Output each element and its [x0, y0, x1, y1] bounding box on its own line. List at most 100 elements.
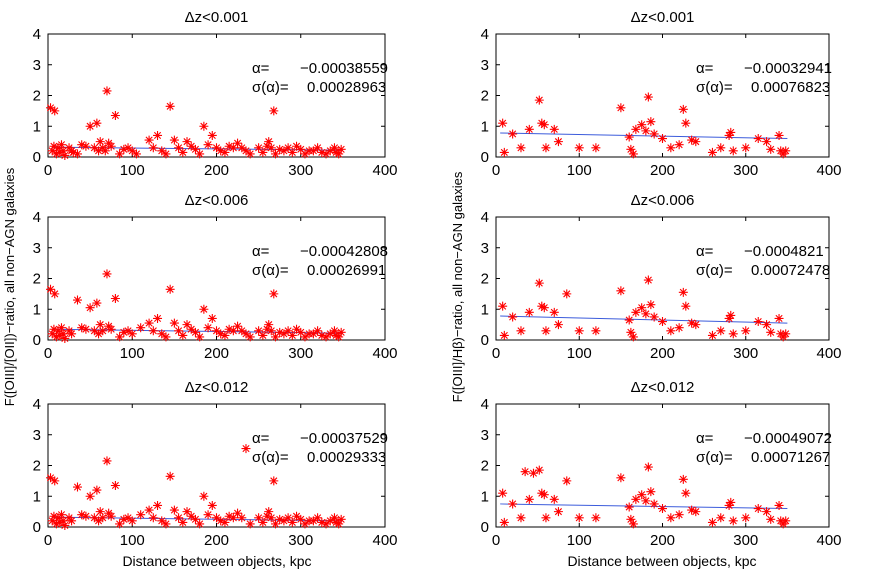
data-point: [539, 490, 549, 500]
data-point: [53, 326, 63, 336]
data-point: [270, 519, 280, 529]
data-point: [92, 485, 102, 495]
data-point: [774, 500, 784, 510]
data-point: [77, 323, 87, 333]
x-tick-label: 100: [120, 162, 145, 179]
data-point: [127, 146, 137, 156]
data-point: [774, 130, 784, 140]
data-point: [136, 510, 146, 520]
y-tick-label: 4: [481, 396, 489, 413]
data-point: [216, 146, 226, 156]
sigma-value: 0.00072478: [751, 262, 830, 279]
data-point: [207, 500, 217, 510]
x-tick-label: 0: [492, 532, 500, 549]
data-point: [520, 467, 530, 477]
data-point: [296, 144, 306, 154]
data-point: [724, 500, 734, 510]
data-point: [56, 140, 66, 150]
data-point: [624, 315, 634, 325]
data-point: [262, 324, 272, 334]
data-point: [707, 330, 717, 340]
y-axis-label-right: F([OIII]/Hβ)−ratio, all non−AGN galaxies: [450, 171, 465, 402]
data-point: [666, 143, 676, 153]
data-point: [212, 513, 221, 523]
data-point: [67, 329, 77, 339]
alpha-label: α=: [252, 430, 270, 447]
data-point: [658, 317, 667, 327]
y-tick-label: 3: [33, 427, 41, 444]
data-point: [212, 143, 221, 153]
data-point: [47, 329, 57, 339]
data-point: [85, 491, 95, 501]
data-point: [228, 513, 238, 523]
data-point: [207, 313, 217, 323]
data-point: [89, 143, 99, 153]
data-point: [85, 121, 95, 131]
data-point: [628, 332, 638, 342]
data-point: [199, 491, 209, 501]
data-point: [336, 144, 346, 154]
data-point: [94, 329, 104, 339]
data-point: [161, 519, 171, 529]
data-point: [131, 149, 141, 159]
data-point: [258, 330, 268, 340]
data-point: [241, 329, 251, 339]
y-axis-label-left: F([OIII]/[OII])−ratio, all non−AGN galax…: [2, 167, 17, 406]
data-point: [279, 516, 289, 526]
data-point: [94, 146, 104, 156]
x-axis-label-right: Distance between objects, kpc: [567, 553, 756, 569]
data-point: [144, 135, 154, 145]
data-point: [728, 516, 738, 526]
data-point: [534, 278, 544, 288]
data-point: [321, 519, 331, 529]
y-tick-label: 2: [33, 271, 41, 288]
y-tick-label: 2: [481, 271, 489, 288]
x-tick-label: 300: [288, 532, 313, 549]
data-point: [325, 516, 335, 526]
data-point: [216, 516, 226, 526]
data-point: [119, 514, 129, 524]
data-point: [186, 141, 196, 151]
y-tick-label: 0: [481, 519, 489, 536]
data-point: [646, 117, 656, 127]
chart-title: Δz<0.012: [631, 379, 695, 396]
data-point: [687, 318, 697, 328]
data-point: [508, 312, 518, 322]
data-point: [47, 146, 57, 156]
data-point: [161, 149, 171, 159]
data-point: [269, 289, 279, 299]
data-point: [336, 514, 346, 524]
data-point: [674, 510, 684, 520]
data-point: [537, 488, 547, 498]
data-point: [681, 488, 691, 498]
chart-panel-2: 0 100 200 300 400 0 1 2 3 4 Δz<0.001 α= −0.00032941 σ…: [481, 9, 842, 179]
data-point: [637, 490, 647, 500]
y-tick-label: 3: [33, 57, 41, 74]
x-tick-label: 0: [492, 345, 500, 362]
data-point: [674, 140, 684, 150]
data-point: [678, 287, 688, 297]
x-tick-label: 300: [733, 162, 758, 179]
y-tick-label: 4: [33, 26, 41, 43]
data-point: [317, 147, 327, 157]
data-point: [115, 519, 125, 529]
data-point: [724, 130, 734, 140]
y-tick-label: 1: [481, 488, 489, 505]
y-tick-label: 2: [481, 458, 489, 475]
y-tick-label: 1: [33, 118, 41, 135]
data-point: [270, 149, 280, 159]
data-point: [626, 327, 636, 337]
data-point: [264, 320, 274, 330]
sigma-label: σ(α)=: [252, 79, 289, 96]
x-tick-label: 200: [650, 345, 675, 362]
data-point: [574, 143, 584, 153]
data-point: [115, 332, 125, 342]
data-point: [649, 312, 659, 322]
data-point: [106, 141, 116, 151]
sigma-value: 0.00076823: [751, 79, 830, 96]
chart-panel-6: 0 100 200 300 400 0 1 2 3 4 Δz<0.012 α= −0.00049072 σ…: [481, 379, 842, 549]
data-point: [224, 511, 234, 521]
data-point: [254, 513, 264, 523]
data-point: [539, 120, 549, 130]
data-point: [241, 146, 251, 156]
